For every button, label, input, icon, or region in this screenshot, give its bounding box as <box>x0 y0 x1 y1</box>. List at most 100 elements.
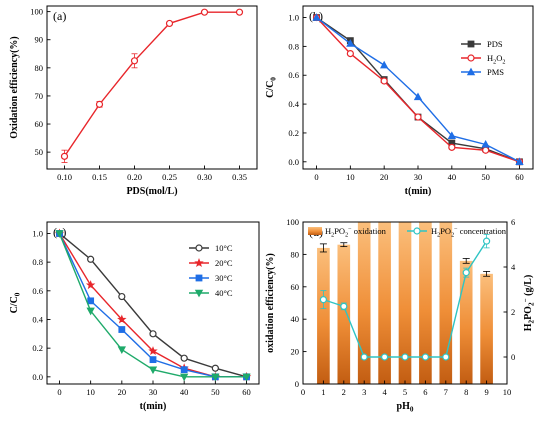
data-point <box>462 269 470 277</box>
bar <box>419 222 432 384</box>
data-point <box>515 157 524 165</box>
data-point <box>200 8 209 16</box>
y-tick-label: 0.8 <box>32 257 43 267</box>
data-point <box>148 366 158 375</box>
x-tick-label: 10 <box>346 172 355 182</box>
x-tick-label: 30 <box>414 172 423 182</box>
plot-frame <box>302 5 534 170</box>
y-tick-label: 80 <box>35 63 44 73</box>
x-axis-label: t(min) <box>140 401 167 412</box>
chart-panel-2: 0 10 20 30 40 50 60 0.0 0.2 0.4 0.6 0.8 1.0 t(min) C/C… <box>265 5 534 197</box>
legend-marker <box>467 54 475 62</box>
x-tick-label: 20 <box>118 387 127 397</box>
x-tick-label: 40 <box>180 387 189 397</box>
y2-tick-label: 6 <box>511 217 515 227</box>
y-tick-label: 50 <box>35 147 44 157</box>
y-tick-label: 0 <box>295 379 299 389</box>
legend-marker <box>195 274 203 282</box>
x-tick-label: 4 <box>382 387 387 397</box>
y-tick-label: 0.0 <box>32 372 43 382</box>
bar <box>378 222 391 384</box>
y2-tick-label: 0 <box>511 352 515 362</box>
data-point <box>60 152 69 160</box>
data-point <box>421 353 429 361</box>
y2-axis-label: H2PO2− (g/L) <box>522 275 536 332</box>
legend-label: H2O2 <box>487 53 505 66</box>
data-point <box>118 326 126 333</box>
legend-marker <box>194 258 204 267</box>
y-tick-label: 1.0 <box>32 228 43 238</box>
data-point <box>211 364 219 372</box>
x-tick-label: 10 <box>86 387 95 397</box>
data-point <box>87 255 95 263</box>
legend-swatch <box>308 227 322 235</box>
legend-label: PMS <box>487 67 504 77</box>
data-point <box>149 330 157 338</box>
legend-marker <box>195 244 203 252</box>
data-point <box>483 237 491 245</box>
data-point <box>340 302 348 310</box>
data-point <box>95 100 104 108</box>
data-point <box>380 77 388 85</box>
x-tick-label: 3 <box>362 387 366 397</box>
data-point <box>149 356 157 364</box>
legend-marker <box>413 227 421 235</box>
x-tick-label: 2 <box>342 387 346 397</box>
y-tick-label: 80 <box>291 249 300 259</box>
y2-tick-label: 2 <box>511 307 515 317</box>
x-axis-label: PDS(mol/L) <box>126 186 177 197</box>
chart-panel-1: 0.10 0.15 0.20 0.25 0.30 0.35 50 60 70 80 90 100 PDS… <box>9 5 258 197</box>
legend-label: 20°C <box>215 258 233 268</box>
x-tick-label: 7 <box>444 387 448 397</box>
data-point <box>235 8 244 16</box>
x-tick-label: 6 <box>423 387 427 397</box>
y-tick-label: 0.0 <box>288 157 299 167</box>
x-tick-label: 0 <box>314 172 318 182</box>
data-point <box>180 373 189 382</box>
legend-marker <box>467 40 475 48</box>
data-point <box>360 353 368 361</box>
legend: H2PO2− oxidation H2PO2− concentration <box>308 226 507 239</box>
data-point <box>481 140 490 148</box>
y-tick-label: 0.2 <box>32 343 43 353</box>
data-point <box>180 366 188 374</box>
legend-label: 40°C <box>215 288 233 298</box>
y-axis-label: oxidation efficiency(%) <box>265 253 276 353</box>
data-point <box>55 230 64 238</box>
x-tick-label: 50 <box>211 387 220 397</box>
data-point <box>346 50 354 58</box>
x-tick-label: 0.15 <box>92 172 107 182</box>
data-point <box>413 92 423 101</box>
x-tick-label: 0.10 <box>57 172 72 182</box>
x-tick-label: 60 <box>515 172 524 182</box>
y-tick-label: 0.8 <box>288 41 299 51</box>
data-point <box>87 297 95 305</box>
x-tick-label: 50 <box>481 172 490 182</box>
series-1 <box>60 8 244 163</box>
data-point <box>414 113 422 121</box>
x-axis-label: pH0 <box>397 401 414 414</box>
legend-marker <box>466 67 476 76</box>
data-point <box>401 353 409 361</box>
y-tick-label: 70 <box>35 91 44 101</box>
series-line <box>63 11 240 157</box>
y-tick-label: 100 <box>286 217 299 227</box>
legend: 10°C 20°C 30°C 40°C <box>189 243 233 298</box>
legend-label: 30°C <box>215 273 233 283</box>
data-point <box>86 307 95 316</box>
data-point <box>448 143 456 151</box>
data-point <box>130 57 139 65</box>
chart-panel-4: 0 1 2 3 4 5 6 7 8 9 100204060801000246pH0oxidation… <box>265 217 536 414</box>
x-tick-label: 60 <box>242 387 251 397</box>
y-tick-label: 0.6 <box>288 70 299 80</box>
y-tick-label: 90 <box>35 35 44 45</box>
y-axis-label: C/C0 <box>9 292 22 313</box>
panel-label: (a) <box>53 9 66 23</box>
y-tick-label: 20 <box>291 347 300 357</box>
data-point <box>312 13 321 21</box>
bar <box>357 222 371 384</box>
y-axis-label: Oxidation efficiency(%) <box>9 36 20 138</box>
y2-tick-label: 4 <box>511 262 516 272</box>
data-point <box>242 373 251 382</box>
